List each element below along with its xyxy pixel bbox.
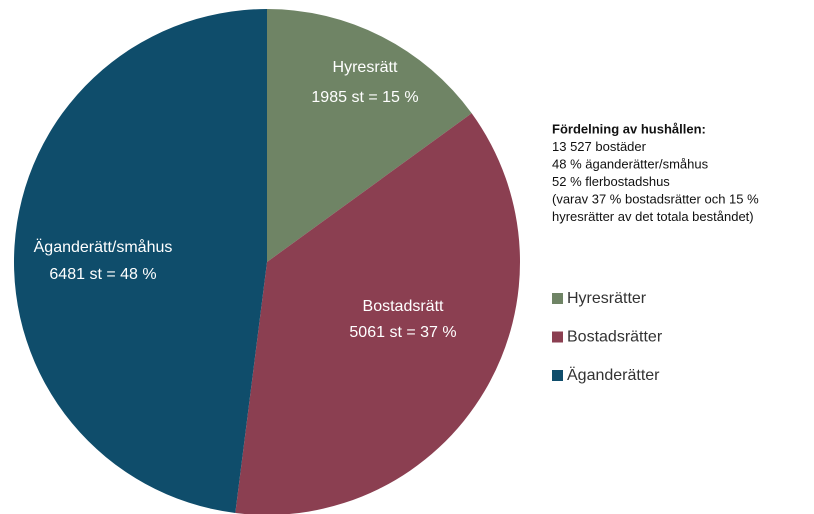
annotation-title: Fördelning av hushållen: — [552, 121, 706, 136]
legend-label: Hyresrätter — [567, 290, 647, 307]
slice-value: 1985 st = 15 % — [311, 89, 418, 106]
pie-slice — [13, 9, 267, 514]
slice-value: 6481 st = 48 % — [49, 266, 156, 283]
legend-label: Bostadsrätter — [567, 329, 663, 346]
legend-swatch — [552, 370, 563, 381]
annotation-line: (varav 37 % bostadsrätter och 15 % — [552, 191, 759, 206]
pie-slice — [235, 113, 520, 514]
slice-name: Hyresrätt — [333, 59, 398, 76]
slice-name: Äganderätt/småhus — [34, 238, 173, 256]
annotation-line: 13 527 bostäder — [552, 139, 647, 154]
slice-value: 5061 st = 37 % — [349, 324, 456, 341]
slice-name: Bostadsrätt — [363, 298, 444, 315]
pie-slice — [267, 9, 472, 262]
annotation-line: hyresrätter av det totala beståndet) — [552, 209, 754, 224]
annotation-line: 52 % flerbostadshus — [552, 174, 670, 189]
annotation-line: 48 % äganderätter/småhus — [552, 156, 709, 171]
legend-swatch — [552, 331, 563, 343]
legend-label: Äganderätter — [567, 366, 660, 384]
legend-swatch — [552, 293, 563, 304]
